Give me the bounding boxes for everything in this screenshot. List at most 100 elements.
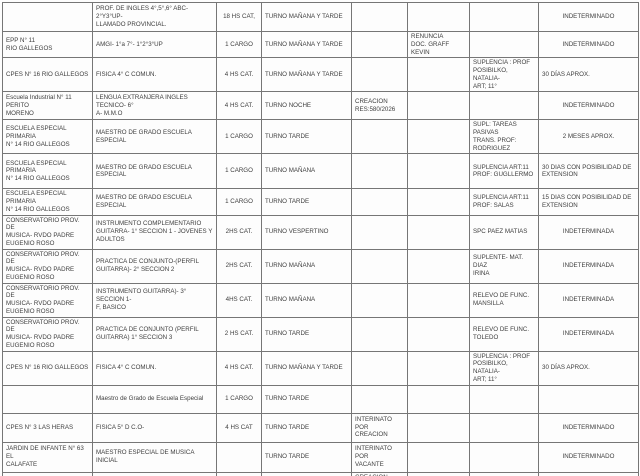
cell-position: INSTRUMENTO GUITARRA)- 3° SECCION 1- F, … [92,282,217,318]
cell-duration: INDETERMINADO [538,91,639,121]
cell-substitution: RELEVO DE FUNC. MANSILLA [469,282,539,318]
cell-institution: ESCUELA ESPECIAL PRIMARIA N° 14 RIO GALL… [2,119,93,155]
cell-institution: CPES N° 3 LAS HERAS [2,412,93,443]
cell-institution: CPES N° 16 RIO GALLEGOS [2,350,93,386]
cell-note [407,282,470,318]
cell-hours: 2 HS CAT. [216,316,262,352]
cell-note [407,441,470,473]
cell-substitution [469,412,539,443]
cell-duration: 15 DIAS CON POSIBILIDAD DE EXTENSION [538,188,639,216]
cell-note [407,384,470,414]
cell-shift: TURNO TARDE [261,316,352,352]
table-row: Escuela Industrial N° 11 PERITO MORENO LE… [2,91,639,121]
cell-creation: INTERINATO POR VACANTE [351,441,408,473]
cell-creation [351,119,408,155]
cell-substitution [469,471,539,476]
cell-note [407,153,470,190]
cell-hours: 18 HS CAT, [216,2,262,32]
cell-duration: INDETERMINADO [538,2,639,32]
cell-substitution: SUPLENCIA : PROF POSIBILKO, NATALIA- ART… [469,350,539,386]
cell-shift: TURNO MAÑANA Y TARDE [261,57,352,93]
cell-institution: ESCUELA ESPECIAL PRIMARIA N° 14 RIO GALL… [2,188,93,216]
cell-note [407,248,470,284]
cell-position: PRACTICA DE CONJUNTO (PERFIL GUITARRA) 1… [92,316,217,352]
cell-position: FISICA 5° D C.O- [92,412,217,443]
cell-substitution [469,2,539,32]
cell-shift: TURNO MAÑANA [261,471,352,476]
table-row: ESCUELA ESPECIAL PRIMARIA N° 14 RIO GALL… [2,188,639,216]
table-row: EPP N° 11 RIO GALLEGOS AMGI- 1°a 7°- 1°2°… [2,30,639,59]
cell-substitution: SUPL: TAREAS PASIVAS TRANS. PROF: RODRIG… [469,119,539,155]
cell-position: PRACTICA DE CONJUNTO-(PERFIL GUITARRA)- … [92,248,217,284]
table-row: CPES N° 46 EL CALAFATEEDUCACION ARTISTIC… [2,471,639,476]
table-row: CONSERVATORIO PROV. DE MUSICA- RVDO PADR… [2,248,639,284]
cell-note [407,471,470,476]
cell-duration: INDETERMINADA [538,316,639,352]
cell-note [407,350,470,386]
cell-shift: TURNO TARDE [261,384,352,414]
table-row: CPES N° 16 RIO GALLEGOS FISICA 4° C COMUN… [2,57,639,93]
cell-duration [538,384,639,414]
cell-shift: TURNO MAÑANA [261,282,352,318]
cell-hours: 1 CARGO [216,30,262,59]
cell-note [407,119,470,155]
cell-institution [2,384,93,414]
cell-duration: INDETERMINADO [538,441,639,473]
cell-shift: TURNO TARDE [261,119,352,155]
cell-hours: 4 HS CAT. [216,91,262,121]
cell-position: LENGUA EXTRANJERA INGLES TECNICO- 6° A- … [92,91,217,121]
table-row: JARDIN DE INFANTE N° 63 EL CALAFATE MAEST… [2,441,639,473]
cell-hours: 1 CARGO [216,153,262,190]
table-row: Maestro de Grado de Escuela Especial 1 CA… [2,384,639,414]
cell-institution [2,2,93,32]
cell-duration: 30 DÍAS APROX. [538,57,639,93]
cell-note [407,91,470,121]
cell-duration: INDETERMINADA [538,214,639,250]
cell-duration: INDETERMINADO [538,471,639,476]
cell-position: INSTRUMENTO COMPLEMENTARIO GUITARRA- 1° … [92,214,217,250]
cell-substitution: SUPLENCIA : PROF POSIBILKO, NATALIA- ART… [469,57,539,93]
cell-creation [351,350,408,386]
cell-note [407,2,470,32]
cell-hours: 2 HS CAT. [216,471,262,476]
cell-shift: TURNO MAÑANA Y TARDE [261,350,352,386]
cell-creation [351,214,408,250]
cell-creation [351,316,408,352]
cell-substitution: SUPLENCIA ART:11 PROF: SALAS [469,188,539,216]
cell-institution: CONSERVATORIO PROV. DE MUSICA- RVDO PADR… [2,316,93,352]
table-row: CPES N° 16 RIO GALLEGOS FISICA 4° C COMUN… [2,350,639,386]
cell-creation [351,384,408,414]
cell-position: MAESTRO ESPECIAL DE MUSICA INICIAL [92,441,217,473]
cell-creation: CREACION RES:580/2026 [351,91,408,121]
cell-substitution: SUPLENCIA ART:11 PROF: GUGLLERMO [469,153,539,190]
cell-shift: TURNO MAÑANA Y TARDE [261,2,352,32]
cell-position: MAESTRO DE GRADO ESCUELA ESPECIAL [92,119,217,155]
table-row: CONSERVATORIO PROV. DE MUSICA- RVDO PADR… [2,214,639,250]
cell-duration: INDETERMINADA [538,282,639,318]
cell-duration: 30 DIAS CON POSIBILIDAD DE EXTENSION [538,153,639,190]
cell-institution: CONSERVATORIO PROV. DE MUSICA- RVDO PADR… [2,248,93,284]
cell-substitution [469,384,539,414]
cell-note: RENUNCIA DOC. GRAFF KEVIN [407,30,470,59]
cell-note [407,188,470,216]
cell-creation [351,57,408,93]
cell-shift: TURNO MAÑANA Y TARDE [261,30,352,59]
cell-hours: 2HS CAT. [216,248,262,284]
cell-position: AMGI- 1°a 7°- 1°2°3°UP [92,30,217,59]
table-row: CONSERVATORIO PROV. DE MUSICA- RVDO PADR… [2,316,639,352]
cell-institution: CPES N° 16 RIO GALLEGOS [2,57,93,93]
cell-note [407,412,470,443]
cell-duration: INDETERMINADO [538,30,639,59]
cell-position: PROF. DE INGLES 4°,5°,6° ABC- 2°Y3°UP- L… [92,2,217,32]
cell-position: MAESTRO DE GRADO ESCUELA ESPECIAL [92,188,217,216]
cell-creation: CREACION- RESOL;N° 0585/26 [351,471,408,476]
cell-note [407,316,470,352]
cell-institution: CONSERVATORIO PROV. DE MUSICA- RVDO PADR… [2,282,93,318]
cell-hours: 1 CARGO [216,384,262,414]
cell-substitution: RELEVO DE FUNC. TOLEDO [469,316,539,352]
cell-substitution: SPC PAEZ MATIAS [469,214,539,250]
cell-substitution [469,30,539,59]
cell-creation [351,153,408,190]
